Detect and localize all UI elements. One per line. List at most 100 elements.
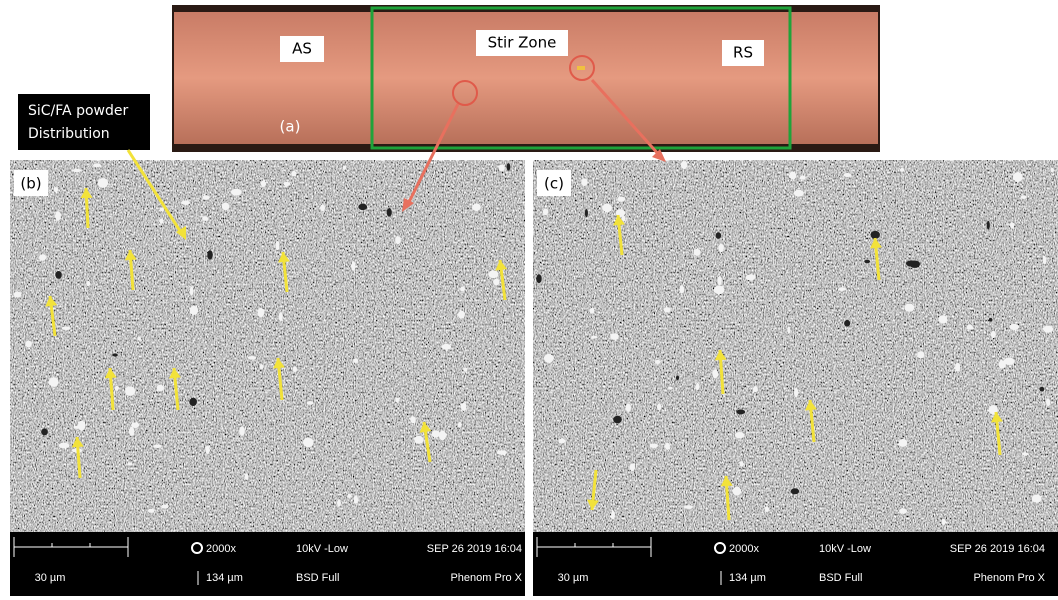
particle <box>696 383 700 390</box>
particle <box>1022 452 1028 456</box>
particle <box>590 308 595 314</box>
particle <box>222 203 230 210</box>
particle <box>499 164 505 171</box>
particle <box>676 375 679 380</box>
particle <box>900 168 905 172</box>
particle <box>181 201 189 205</box>
particle <box>464 368 468 372</box>
particle <box>611 333 619 340</box>
particle <box>41 429 48 436</box>
particle <box>668 386 672 389</box>
particle <box>717 276 721 285</box>
particle <box>507 163 511 170</box>
particle <box>1051 168 1054 173</box>
particle <box>260 365 264 370</box>
particle <box>115 386 119 391</box>
particle <box>939 315 948 323</box>
particle <box>205 445 209 454</box>
particle <box>693 249 700 256</box>
particle <box>279 312 283 321</box>
particle <box>358 204 367 210</box>
particle <box>942 519 946 525</box>
particle <box>791 488 799 494</box>
particle <box>343 166 346 170</box>
particle <box>626 403 631 412</box>
particle <box>320 205 325 211</box>
particle <box>794 388 798 397</box>
particle <box>414 436 423 444</box>
particle <box>154 444 162 448</box>
particle <box>1043 326 1053 333</box>
particle <box>472 203 481 211</box>
rs-label: RS <box>733 44 753 62</box>
particle <box>544 354 554 363</box>
particle <box>794 190 804 197</box>
particle <box>999 360 1006 368</box>
particle <box>488 270 498 278</box>
particle <box>458 311 465 319</box>
particle <box>621 216 625 221</box>
particle <box>157 385 164 391</box>
particle <box>129 427 134 436</box>
particle <box>665 443 670 450</box>
particle <box>347 494 351 498</box>
particle <box>991 331 996 338</box>
info-instrument: Phenom Pro X <box>973 572 1045 584</box>
particle <box>257 308 264 318</box>
info-magnification: 2000x <box>729 543 759 555</box>
particle <box>955 363 960 372</box>
info-scale: 30 µm <box>558 572 589 584</box>
particle <box>904 304 914 312</box>
particle <box>1013 172 1023 182</box>
particle <box>125 386 135 396</box>
particle <box>458 422 461 428</box>
particle <box>917 351 924 358</box>
particle <box>202 216 208 221</box>
particle <box>714 286 725 295</box>
particle <box>461 403 467 411</box>
particle <box>161 505 169 509</box>
particle <box>202 195 209 200</box>
particle <box>189 398 197 406</box>
particle <box>275 241 279 250</box>
particle <box>871 231 880 239</box>
particle <box>78 421 86 431</box>
callout-text: Distribution <box>28 126 110 142</box>
particle <box>657 403 661 410</box>
particle <box>838 287 846 291</box>
particle <box>617 196 625 201</box>
particle <box>712 369 718 378</box>
particle <box>746 274 756 280</box>
particle <box>432 430 440 437</box>
particle <box>39 254 46 261</box>
particle <box>493 279 500 285</box>
particle <box>684 505 693 509</box>
particle <box>681 161 688 169</box>
particle <box>497 450 507 455</box>
particle <box>337 499 341 506</box>
stir-zone-label: Stir Zone <box>488 34 557 52</box>
particle <box>987 221 990 230</box>
particle <box>442 344 451 350</box>
particle <box>231 189 242 196</box>
particle <box>735 432 744 439</box>
particle <box>86 281 90 286</box>
particle <box>789 172 797 180</box>
particle <box>716 232 722 239</box>
particle <box>303 438 314 447</box>
as-label: AS <box>292 40 312 58</box>
panel-label: (c) <box>544 175 564 193</box>
particle <box>787 326 790 333</box>
particle <box>293 366 297 372</box>
particle <box>679 285 684 293</box>
particle <box>93 164 101 168</box>
particle <box>602 204 612 213</box>
sem-panel-c <box>533 160 1058 596</box>
particle <box>72 169 81 172</box>
info-detector: BSD Full <box>819 572 862 584</box>
info-field: 134 µm <box>729 572 766 584</box>
particle <box>536 274 542 283</box>
particle <box>460 287 465 292</box>
particle <box>898 439 907 447</box>
info-scale: 30 µm <box>35 572 66 584</box>
